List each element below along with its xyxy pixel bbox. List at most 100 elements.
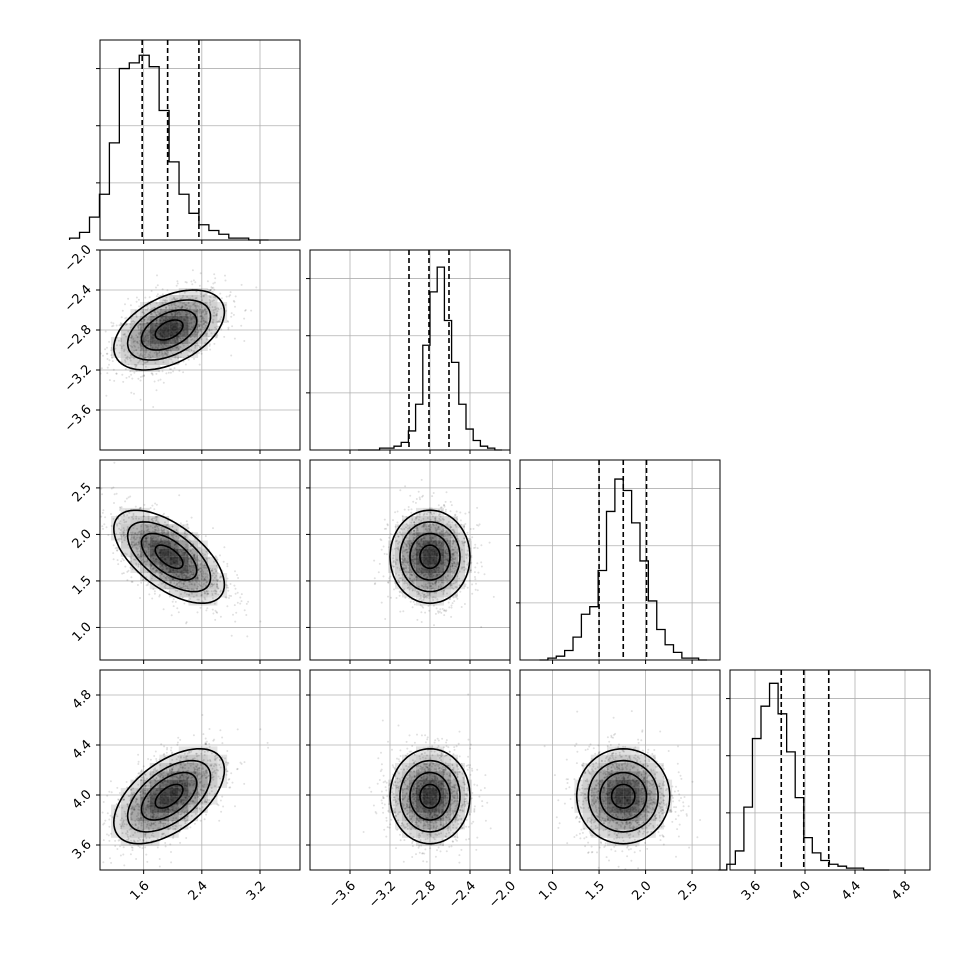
scatter-point bbox=[130, 373, 133, 376]
scatter-point bbox=[229, 583, 232, 585]
scatter-point bbox=[108, 839, 111, 842]
scatter-point bbox=[450, 604, 453, 607]
density-bin bbox=[423, 507, 430, 517]
scatter-point bbox=[106, 352, 109, 355]
scatter-point bbox=[178, 369, 181, 372]
scatter-point bbox=[162, 354, 165, 357]
scatter-point bbox=[441, 607, 444, 610]
panel-2-0: 1.01.52.02.5 bbox=[70, 459, 301, 664]
scatter-point bbox=[394, 511, 397, 514]
scatter-point bbox=[170, 861, 173, 864]
scatter-point bbox=[139, 327, 142, 330]
scatter-point bbox=[419, 498, 421, 501]
scatter-point bbox=[127, 496, 130, 499]
scatter-point bbox=[191, 269, 194, 272]
density-bin bbox=[451, 581, 458, 590]
scatter-point bbox=[379, 538, 382, 541]
scatter-point bbox=[193, 357, 195, 360]
scatter-point bbox=[160, 353, 163, 356]
scatter-point bbox=[202, 294, 205, 297]
density-bin bbox=[402, 556, 409, 565]
scatter-point bbox=[233, 300, 236, 303]
scatter-point bbox=[172, 370, 175, 373]
y-tick-label: −3.6 bbox=[62, 402, 95, 435]
scatter-point bbox=[108, 363, 110, 366]
scatter-point bbox=[170, 614, 173, 617]
scatter-point bbox=[133, 349, 136, 352]
scatter-point bbox=[118, 792, 121, 794]
scatter-point bbox=[195, 333, 198, 336]
scatter-point bbox=[167, 371, 170, 374]
scatter-point bbox=[194, 330, 197, 333]
scatter-point bbox=[418, 496, 421, 499]
scatter-point bbox=[135, 296, 138, 299]
scatter-point bbox=[185, 281, 188, 284]
scatter-point bbox=[209, 348, 212, 351]
scatter-point bbox=[171, 347, 174, 350]
scatter-point bbox=[459, 519, 462, 522]
y-tick-label: 2.0 bbox=[70, 527, 95, 552]
scatter-point bbox=[231, 325, 234, 328]
scatter-point bbox=[177, 611, 180, 614]
scatter-point bbox=[155, 353, 158, 356]
scatter-point bbox=[192, 279, 195, 282]
scatter-point bbox=[172, 296, 175, 299]
scatter-point bbox=[148, 296, 151, 299]
scatter-point bbox=[475, 582, 477, 585]
scatter-point bbox=[137, 753, 140, 756]
scatter-point bbox=[432, 492, 435, 494]
scatter-point bbox=[109, 780, 112, 783]
scatter-point bbox=[160, 350, 163, 353]
scatter-point bbox=[185, 520, 188, 523]
scatter-point bbox=[390, 596, 392, 599]
scatter-point bbox=[382, 575, 385, 578]
density-bin bbox=[437, 564, 444, 574]
scatter-point bbox=[223, 335, 226, 338]
scatter-point bbox=[161, 370, 164, 373]
scatter-point bbox=[246, 635, 249, 638]
scatter-point bbox=[198, 323, 201, 326]
scatter-point bbox=[122, 380, 125, 383]
density-bin bbox=[140, 351, 150, 358]
scatter-point bbox=[153, 592, 156, 595]
scatter-point bbox=[193, 332, 196, 335]
scatter-point bbox=[198, 311, 201, 314]
panel-frame bbox=[99, 39, 301, 241]
scatter-point bbox=[150, 312, 153, 315]
scatter-point bbox=[228, 594, 231, 597]
scatter-point bbox=[159, 378, 162, 381]
scatter-point bbox=[384, 618, 387, 620]
scatter-point bbox=[138, 305, 141, 308]
scatter-point bbox=[157, 312, 160, 315]
scatter-point bbox=[213, 288, 216, 291]
scatter-point bbox=[217, 320, 220, 323]
scatter-point bbox=[129, 304, 132, 307]
density-bin bbox=[416, 564, 423, 574]
scatter-point bbox=[200, 352, 203, 355]
scatter-point bbox=[450, 606, 453, 609]
scatter-point bbox=[159, 312, 162, 315]
scatter-point bbox=[211, 608, 214, 611]
scatter-point bbox=[116, 848, 119, 850]
scatter-point bbox=[140, 344, 143, 346]
scatter-point bbox=[144, 361, 147, 364]
scatter-point bbox=[124, 303, 126, 306]
panel-1-1 bbox=[306, 249, 511, 454]
scatter-point bbox=[191, 338, 194, 341]
scatter-point bbox=[209, 290, 212, 293]
scatter-point bbox=[190, 280, 193, 283]
density-bin bbox=[430, 524, 437, 533]
scatter-point bbox=[122, 333, 125, 336]
scatter-point bbox=[106, 366, 109, 369]
scatter-point bbox=[460, 606, 463, 608]
density-bin bbox=[198, 309, 208, 316]
scatter-point bbox=[199, 328, 202, 331]
scatter-point bbox=[219, 318, 222, 321]
scatter-point bbox=[240, 283, 243, 286]
scatter-point bbox=[135, 316, 138, 319]
scatter-point bbox=[140, 581, 143, 584]
scatter-point bbox=[228, 597, 230, 599]
scatter-point bbox=[165, 372, 168, 375]
scatter-point bbox=[165, 751, 168, 754]
scatter-point bbox=[154, 502, 157, 505]
